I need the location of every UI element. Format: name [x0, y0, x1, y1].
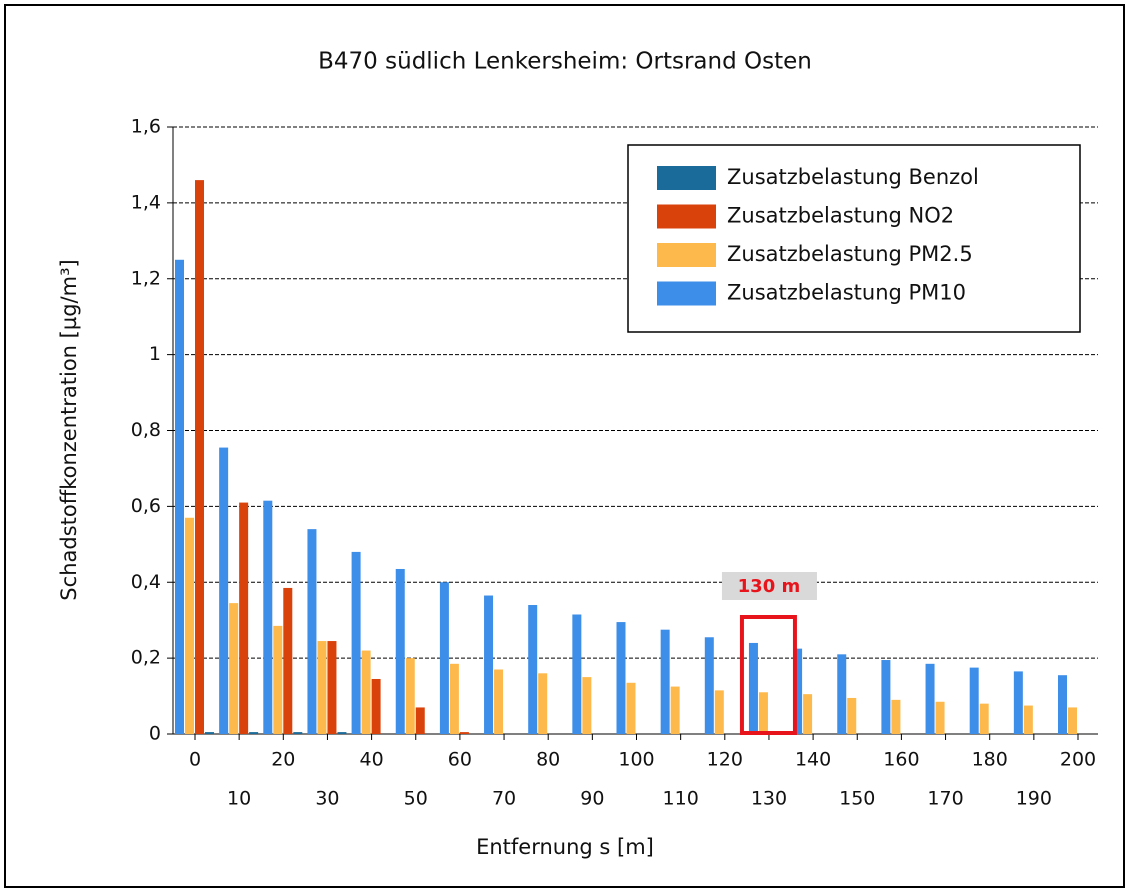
bar [395, 568, 405, 734]
y-tick-label: 0,8 [131, 419, 161, 441]
x-tick-label: 140 [795, 749, 831, 771]
legend-label: Zusatzbelastung Benzol [727, 165, 979, 189]
x-tick-label: 160 [883, 749, 919, 771]
y-tick-label: 1,2 [131, 267, 161, 289]
x-tick-label: 150 [839, 788, 875, 810]
bar [185, 517, 194, 734]
bar [704, 637, 714, 734]
annotation-label: 130 m [738, 576, 801, 597]
y-tick-label: 0,4 [131, 571, 161, 593]
x-tick-label: 40 [360, 749, 384, 771]
x-tick-label: 50 [404, 788, 428, 810]
bar [528, 605, 538, 734]
bar [847, 697, 857, 734]
bar [229, 603, 239, 734]
x-tick-label: 20 [271, 749, 295, 771]
bar [175, 259, 184, 734]
y-tick-label: 0,2 [131, 647, 161, 669]
bar [582, 677, 592, 734]
bar [626, 682, 636, 734]
legend-label: Zusatzbelastung PM2.5 [727, 242, 973, 266]
x-tick-label: 70 [492, 788, 516, 810]
x-axis-label: Entfernung s [m] [476, 835, 654, 859]
bar [361, 650, 371, 734]
bar [670, 686, 680, 734]
bar [660, 629, 670, 734]
bar [793, 648, 803, 734]
bar [969, 667, 979, 734]
bar [925, 663, 935, 734]
y-tick-label: 0,6 [131, 495, 161, 517]
x-tick-label: 170 [927, 788, 963, 810]
x-tick-label: 190 [1016, 788, 1052, 810]
x-tick-label: 200 [1060, 749, 1096, 771]
bar [337, 732, 347, 734]
chart-title: B470 südlich Lenkersheim: Ortsrand Osten [318, 49, 812, 75]
y-tick-label: 1 [149, 343, 161, 365]
bar [263, 500, 273, 734]
bar [405, 658, 415, 734]
x-tick-label: 80 [536, 749, 560, 771]
bar [837, 654, 847, 734]
bar [891, 699, 901, 734]
bar [748, 642, 758, 734]
bar [538, 673, 548, 734]
legend-swatch [657, 281, 716, 306]
bar [439, 582, 449, 734]
x-tick-label: 0 [189, 749, 201, 771]
x-tick-label: 10 [227, 788, 251, 810]
y-tick-label: 1,4 [131, 191, 161, 213]
legend-swatch [657, 204, 716, 229]
bar [249, 732, 259, 734]
legend-swatch [657, 166, 716, 190]
y-axis-label: Schadstoffkonzentration [µg/m³] [57, 259, 81, 600]
bar [239, 502, 249, 734]
legend-label: Zusatzbelastung NO2 [727, 204, 954, 228]
bar [317, 641, 327, 734]
x-tick-label: 90 [580, 788, 604, 810]
x-tick-label: 180 [972, 749, 1008, 771]
x-tick-label: 100 [618, 749, 654, 771]
bar [371, 678, 381, 734]
bar [803, 694, 813, 734]
bar [616, 622, 626, 734]
bar [1013, 671, 1023, 734]
bar [758, 692, 768, 734]
x-tick-label: 60 [448, 749, 472, 771]
bar [195, 180, 204, 735]
bar [351, 551, 361, 734]
bar [935, 701, 945, 734]
bar [205, 732, 214, 734]
bar [1023, 705, 1033, 734]
legend-swatch [657, 243, 716, 267]
x-tick-label: 120 [707, 749, 743, 771]
bar [881, 660, 891, 734]
bar [459, 732, 469, 734]
bar [1058, 675, 1067, 734]
x-tick-label: 110 [663, 788, 699, 810]
bar [449, 663, 459, 734]
bar [283, 587, 293, 734]
annotation-bg [721, 572, 817, 600]
bar [307, 529, 317, 734]
x-tick-label: 130 [751, 788, 787, 810]
y-tick-label: 1,6 [131, 116, 161, 138]
bar [219, 447, 229, 734]
bar [572, 614, 582, 734]
bar [484, 595, 494, 734]
legend-label: Zusatzbelastung PM10 [727, 281, 966, 305]
x-tick-label: 30 [315, 788, 339, 810]
bar [714, 690, 724, 734]
bar [327, 641, 337, 734]
y-tick-label: 0 [149, 723, 161, 745]
bar [494, 669, 504, 734]
bar [415, 707, 425, 734]
bar [1068, 707, 1077, 734]
bar [293, 732, 303, 734]
bar [273, 625, 283, 734]
bar [979, 703, 989, 734]
annotation-highlight [739, 615, 797, 735]
